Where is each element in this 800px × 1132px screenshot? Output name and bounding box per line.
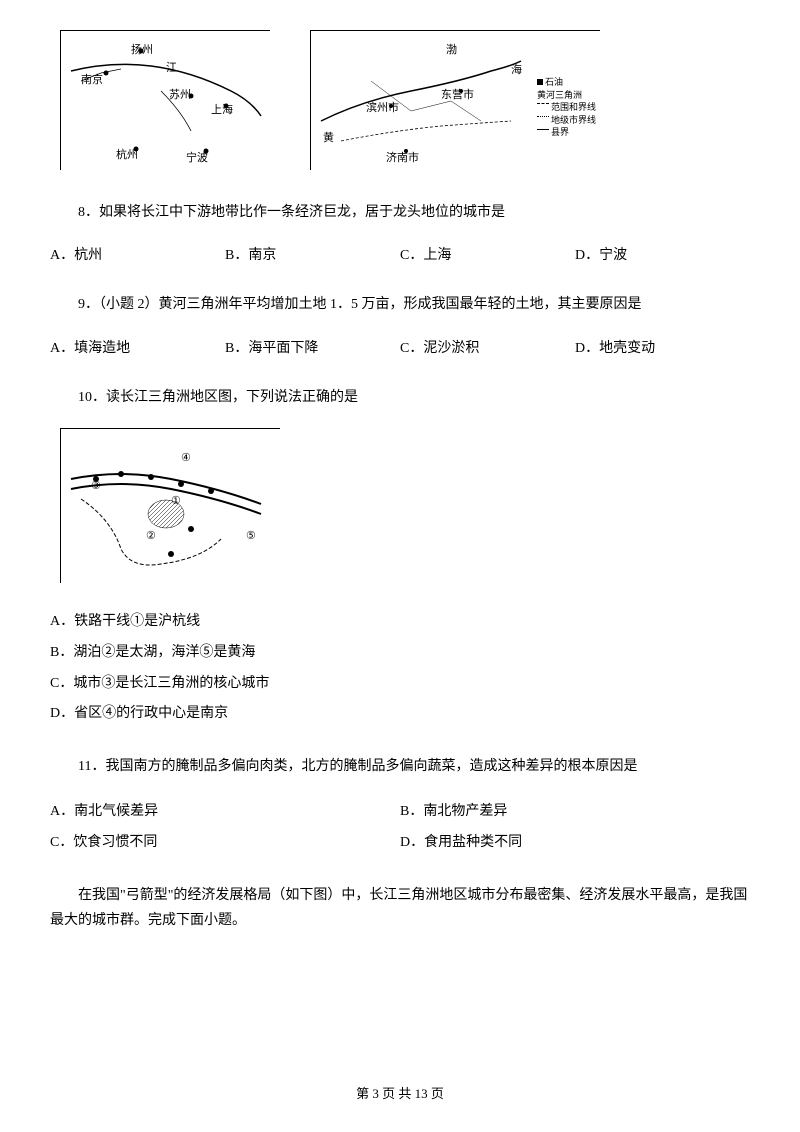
q10-num1: ① [171, 494, 181, 507]
label-jiang: 江 [166, 59, 177, 75]
q10-opt-c: C．城市③是长江三角洲的核心城市 [50, 669, 750, 700]
question-10-text: 10．读长江三角洲地区图，下列说法正确的是 [50, 385, 750, 410]
label-jinan: 济南市 [386, 149, 419, 165]
top-maps-row: 扬州 南京 江 苏州 上海 杭州 宁波 渤 海 滨州市 东营市 黄 济南市 石油… [50, 30, 750, 170]
question-9-options: A．填海造地 B．海平面下降 C．泥沙淤积 D．地壳变动 [50, 336, 750, 361]
q11-opt-d: D．食用盐种类不同 [400, 828, 750, 859]
legend-county: 县界 [551, 126, 569, 139]
legend-city-border: 地级市界线 [551, 114, 596, 127]
legend-border: 范围和界线 [551, 101, 596, 114]
question-9-text: 9．（小题 2）黄河三角洲年平均增加土地 1．5 万亩，形成我国最年轻的土地，其… [50, 292, 750, 317]
q8-opt-c: C．上海 [400, 243, 575, 268]
legend-delta: 黄河三角洲 [537, 89, 582, 102]
q11-opt-a: A．南北气候差异 [50, 797, 400, 828]
label-hangzhou: 杭州 [116, 146, 138, 162]
question-8-text: 8．如果将长江中下游地带比作一条经济巨龙，居于龙头地位的城市是 [50, 200, 750, 225]
legend-oil: 石油 [545, 76, 563, 89]
label-nanjing: 南京 [81, 71, 103, 87]
label-binzhou: 滨州市 [366, 99, 399, 115]
label-shanghai: 上海 [211, 101, 233, 117]
q9-opt-d: D．地壳变动 [575, 336, 750, 361]
q10-num5: ⑤ [246, 529, 256, 542]
context-12: 在我国"弓箭型"的经济发展格局（如下图）中，长江三角洲地区城市分布最密集、经济发… [50, 883, 750, 933]
q9-opt-b: B．海平面下降 [225, 336, 400, 361]
label-hai: 海 [511, 61, 522, 77]
q10-num3: ③ [91, 479, 101, 492]
q9-opt-a: A．填海造地 [50, 336, 225, 361]
label-ningbo: 宁波 [186, 149, 208, 165]
page-footer: 第 3 页 共 13 页 [0, 1083, 800, 1102]
map1-svg [61, 31, 271, 171]
label-yangzhou: 扬州 [131, 41, 153, 57]
question-11-text: 11．我国南方的腌制品多偏向肉类，北方的腌制品多偏向蔬菜，造成这种差异的根本原因… [50, 754, 750, 779]
label-bo: 渤 [446, 41, 457, 57]
q10-opt-a: A．铁路干线①是沪杭线 [50, 607, 750, 638]
map2-legend: 石油 黄河三角洲 范围和界线 地级市界线 县界 [537, 76, 596, 139]
q10-num2: ② [146, 529, 156, 542]
label-dongying: 东营市 [441, 86, 474, 102]
map-q10: ④ ③ ① ② ⑤ [60, 428, 280, 583]
question-10-options: A．铁路干线①是沪杭线 B．湖泊②是太湖，海洋⑤是黄海 C．城市③是长江三角洲的… [50, 607, 750, 730]
q10-opt-b: B．湖泊②是太湖，海洋⑤是黄海 [50, 638, 750, 669]
label-huang: 黄 [323, 129, 334, 145]
q10-opt-d: D．省区④的行政中心是南京 [50, 699, 750, 730]
q8-opt-d: D．宁波 [575, 243, 750, 268]
q9-opt-c: C．泥沙淤积 [400, 336, 575, 361]
q8-opt-a: A．杭州 [50, 243, 225, 268]
map-yangtze-delta: 扬州 南京 江 苏州 上海 杭州 宁波 [60, 30, 270, 170]
q11-opt-c: C．饮食习惯不同 [50, 828, 400, 859]
label-suzhou: 苏州 [169, 86, 191, 102]
q10-num4: ④ [181, 451, 191, 464]
question-8-options: A．杭州 B．南京 C．上海 D．宁波 [50, 243, 750, 268]
map-yellow-delta: 渤 海 滨州市 东营市 黄 济南市 石油 黄河三角洲 范围和界线 地级市界线 县… [310, 30, 600, 170]
question-11-options: A．南北气候差异 B．南北物产差异 C．饮食习惯不同 D．食用盐种类不同 [50, 797, 750, 859]
q11-opt-b: B．南北物产差异 [400, 797, 750, 828]
q8-opt-b: B．南京 [225, 243, 400, 268]
